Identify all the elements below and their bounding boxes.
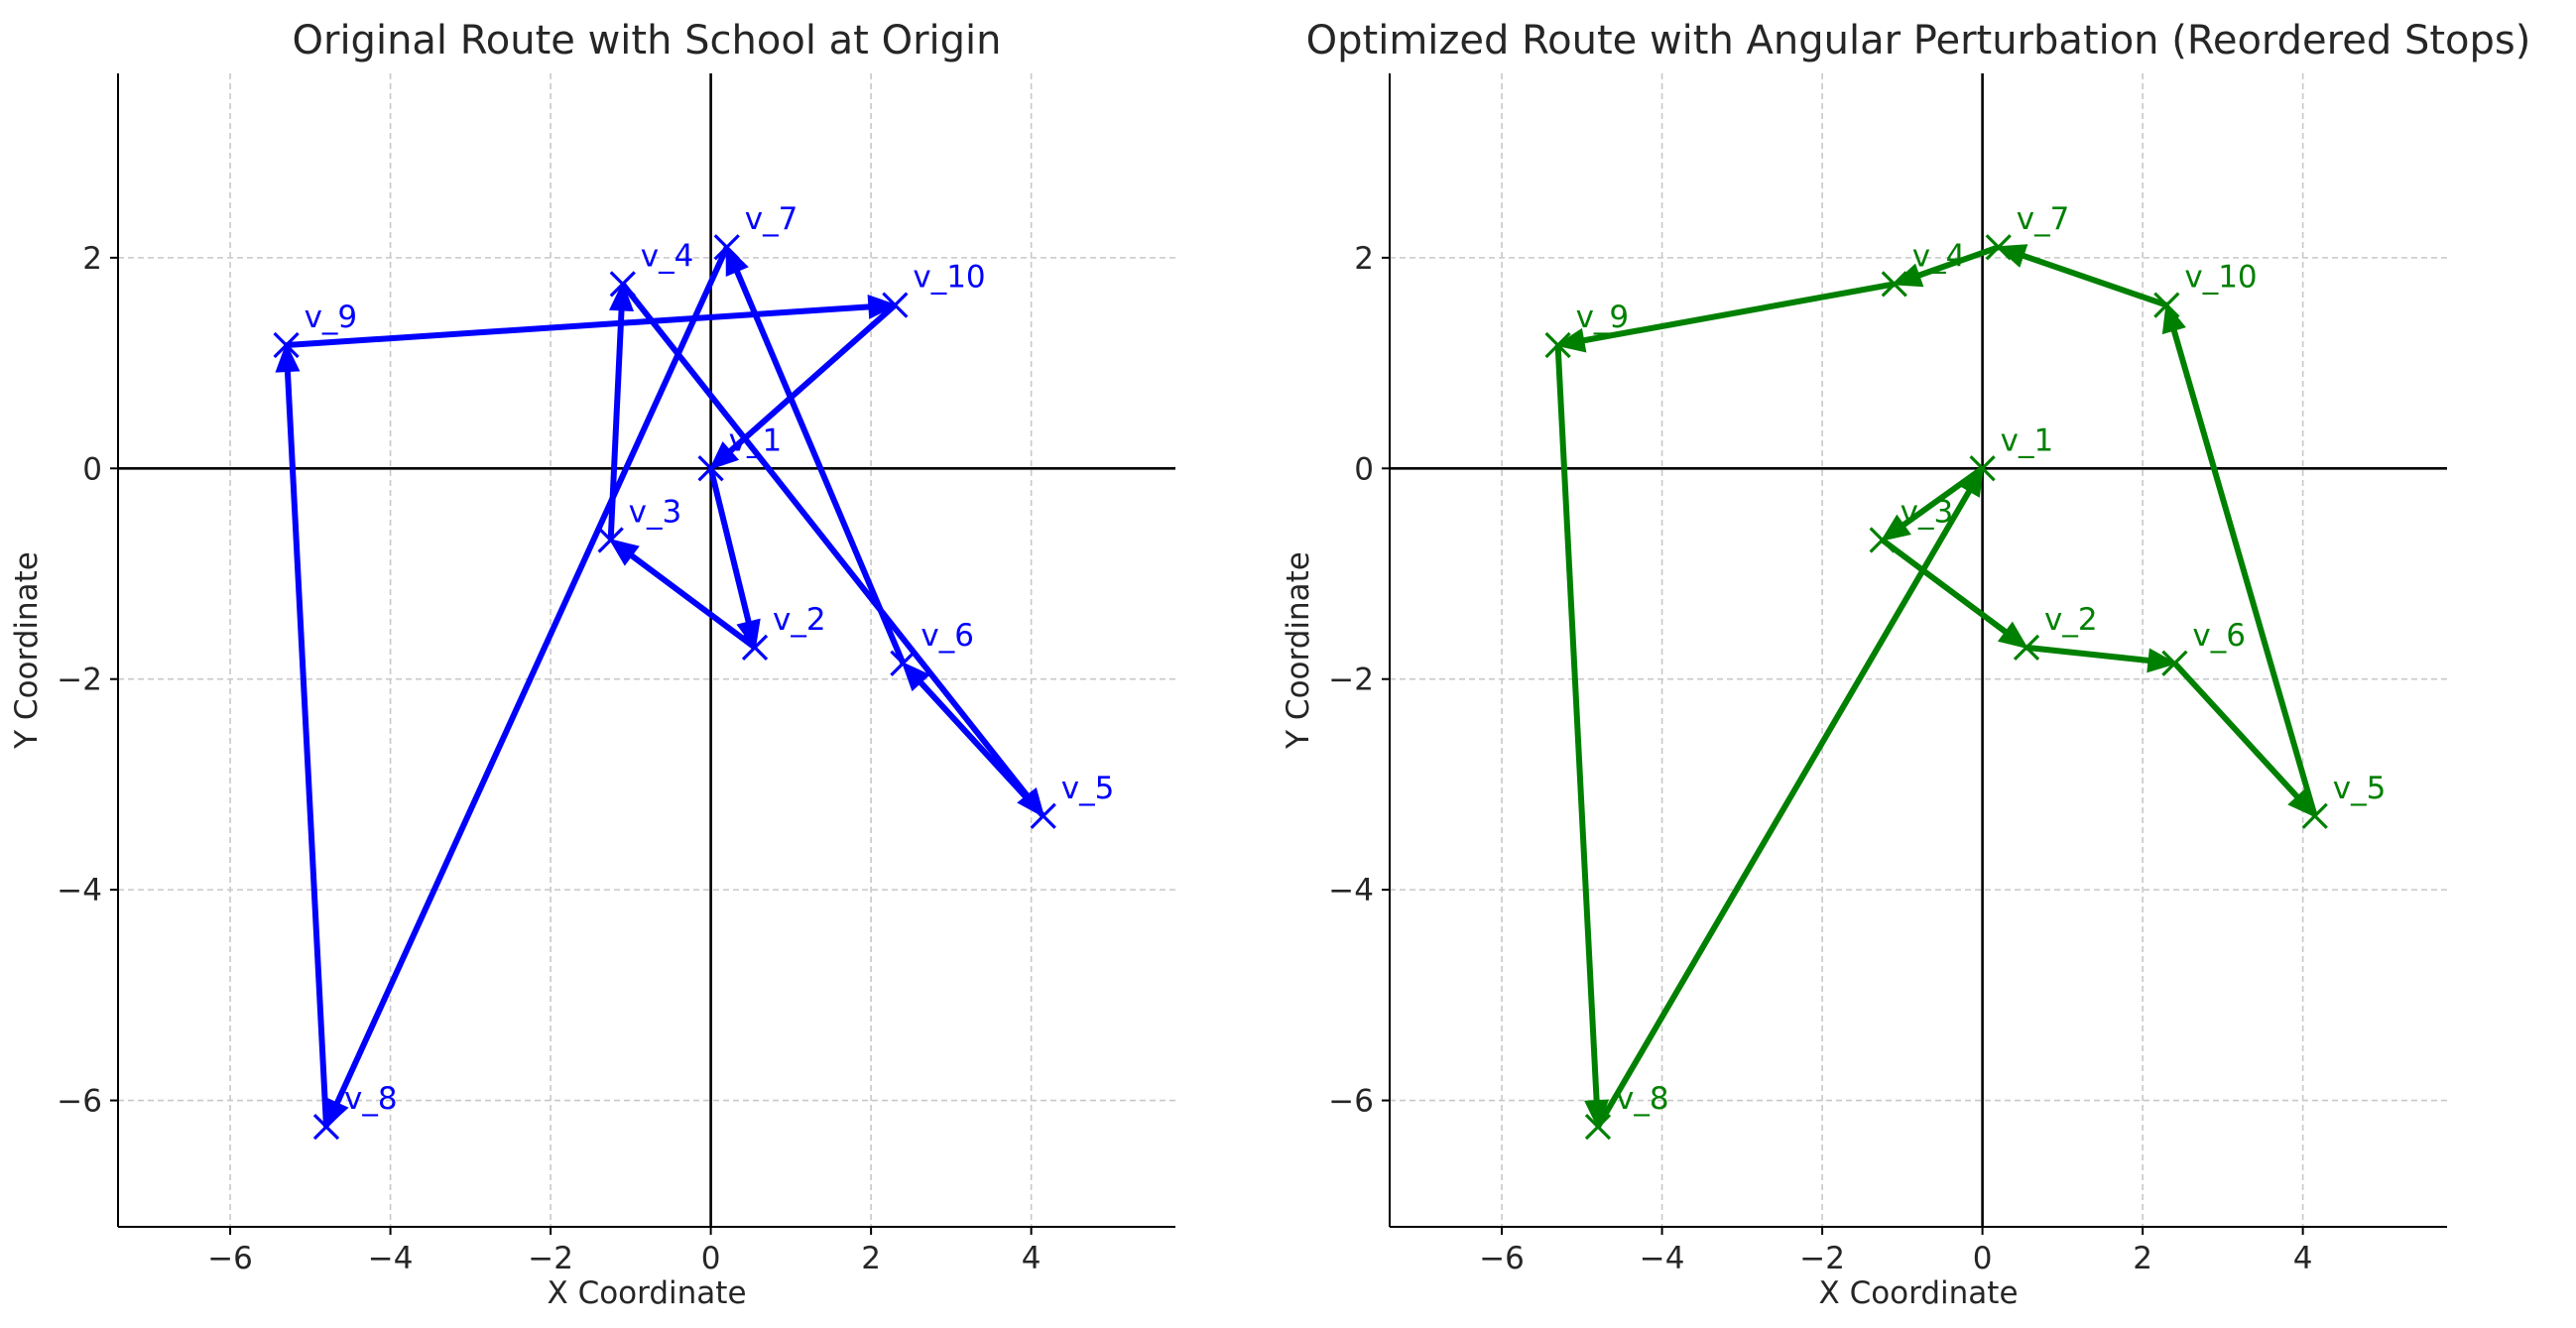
x-axis-label: X Coordinate — [1818, 1275, 2018, 1311]
stop-marker — [1869, 527, 1896, 553]
route-segment — [734, 270, 907, 664]
stop-label: v_2 — [773, 602, 826, 638]
x-tick-label: −2 — [1799, 1241, 1845, 1276]
x-tick-label: 0 — [701, 1241, 721, 1276]
x-tick-label: −6 — [207, 1241, 253, 1276]
stop-marker — [2301, 802, 2328, 829]
route-segment — [2172, 661, 2300, 799]
route-segment — [286, 303, 870, 349]
stop-marker — [273, 331, 300, 359]
stop-marker — [597, 527, 624, 553]
stop-marker — [2013, 634, 2040, 661]
stop-label: v_6 — [2192, 618, 2246, 654]
stop-marker — [1544, 331, 1571, 359]
route-segment — [707, 467, 752, 624]
stop-marker — [2153, 292, 2180, 318]
x-tick-label: 4 — [2293, 1241, 2313, 1276]
stop-marker — [1881, 271, 1907, 298]
route-segment — [2170, 328, 2318, 817]
y-tick-label: −4 — [57, 873, 102, 908]
stop-marker — [741, 634, 769, 661]
y-tick-label: 2 — [82, 241, 102, 277]
route-arrowhead — [609, 281, 635, 311]
y-tick-label: −2 — [57, 663, 102, 698]
stop-label: v_4 — [1912, 238, 1966, 274]
x-tick-label: 0 — [1973, 1241, 1993, 1276]
chart-title: Optimized Route with Angular Perturbatio… — [1306, 18, 2531, 63]
route-segment — [1554, 344, 1600, 1102]
route-arrowhead — [2161, 302, 2186, 335]
stop-marker — [312, 1113, 340, 1141]
stop-marker — [1969, 455, 1996, 482]
y-tick-label: 0 — [1354, 451, 1374, 487]
x-axis-label: X Coordinate — [547, 1275, 746, 1311]
stop-label: v_5 — [2333, 771, 2387, 806]
stop-marker — [2161, 650, 2188, 676]
route-segment — [334, 246, 730, 1105]
route-arrowhead — [736, 618, 761, 651]
route-segment — [1595, 489, 1973, 1129]
route-segment — [918, 679, 1045, 818]
y-tick-label: 2 — [1354, 241, 1374, 277]
stop-marker — [697, 455, 724, 482]
y-tick-label: −6 — [1328, 1084, 1374, 1120]
route-arrowhead — [2147, 648, 2177, 673]
stop-label: v_8 — [1616, 1081, 1669, 1117]
stop-marker — [1985, 234, 2012, 261]
stop-marker — [1030, 802, 1056, 829]
x-tick-label: 2 — [2133, 1241, 2152, 1276]
stop-marker — [609, 271, 636, 298]
stop-label: v_1 — [2001, 423, 2054, 458]
y-axis-label: Y Coordinate — [9, 551, 45, 750]
stop-label: v_10 — [2184, 260, 2257, 296]
route-segment — [620, 282, 1030, 798]
stop-label: v_9 — [1576, 300, 1630, 335]
chart-title: Original Route with School at Origin — [293, 18, 1002, 63]
route-segment — [1582, 281, 1896, 344]
stop-label: v_9 — [305, 300, 358, 335]
stop-marker — [882, 292, 909, 318]
stop-label: v_7 — [2017, 201, 2070, 237]
stop-label: v_8 — [344, 1081, 398, 1117]
route-segment — [284, 370, 329, 1128]
stop-label: v_1 — [729, 423, 783, 458]
route-segment — [1917, 244, 2000, 279]
route-segment — [629, 552, 757, 651]
y-tick-label: −6 — [57, 1084, 102, 1120]
chart-panel-2: −6 −4 −2 0 2 4 −6 −4 −2 0 2 Optimized Route with An… — [1281, 18, 2530, 1311]
stop-label: v_10 — [913, 260, 985, 296]
stop-marker — [1584, 1113, 1612, 1141]
route-arrowhead — [867, 294, 898, 319]
stop-label: v_7 — [745, 201, 798, 237]
route-arrowhead — [275, 342, 301, 373]
y-tick-label: −2 — [1328, 663, 1374, 698]
route-arrowhead — [1555, 327, 1587, 353]
x-tick-label: −4 — [368, 1241, 414, 1276]
stop-marker — [890, 650, 917, 676]
stop-label: v_2 — [2044, 602, 2098, 638]
x-tick-label: −6 — [1479, 1241, 1525, 1276]
x-tick-label: 4 — [1022, 1241, 1042, 1276]
route-segment — [728, 302, 898, 454]
chart-panel-1: −6 −4 −2 0 2 4 −6 −4 −2 0 2 Original Route with Sch… — [9, 18, 1175, 1311]
stop-label: v_4 — [641, 238, 694, 274]
stop-label: v_3 — [1901, 495, 1954, 531]
x-tick-label: −4 — [1640, 1241, 1685, 1276]
route-arrowhead — [1996, 244, 2028, 268]
route-segment — [1880, 538, 2008, 635]
route-segment — [2025, 644, 2149, 664]
y-tick-label: 0 — [82, 451, 102, 487]
y-axis-label: Y Coordinate — [1281, 551, 1316, 750]
route-segment — [2022, 252, 2168, 308]
stop-label: v_6 — [920, 618, 974, 654]
x-tick-label: −2 — [528, 1241, 573, 1276]
x-tick-label: 2 — [861, 1241, 881, 1276]
stop-label: v_3 — [629, 495, 682, 531]
stop-marker — [713, 234, 740, 261]
y-tick-label: −4 — [1328, 873, 1374, 908]
stop-label: v_5 — [1061, 771, 1115, 806]
